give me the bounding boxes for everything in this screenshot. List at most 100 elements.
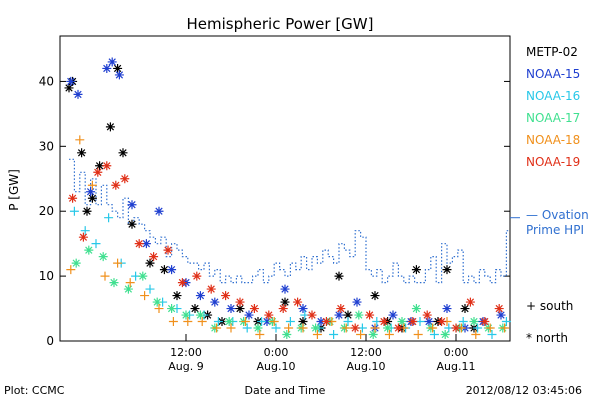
data-point: [343, 310, 353, 320]
data-point: [411, 265, 421, 275]
y-tick-label: 30: [39, 139, 54, 153]
data-point: [411, 304, 421, 314]
data-point: [262, 317, 272, 327]
data-point: [487, 330, 497, 340]
data-point: [140, 291, 150, 301]
data-point: [460, 304, 470, 314]
data-point: [501, 317, 511, 327]
data-point: [280, 284, 290, 294]
data-point: [64, 83, 74, 93]
x-tick-label-time: 0:00: [444, 346, 469, 359]
data-point: [127, 219, 137, 229]
data-point: [87, 193, 97, 203]
footer-timestamp: 2012/08/12 03:45:06: [466, 384, 582, 397]
y-tick-label: 0: [46, 334, 54, 348]
ovation-label: — Ovation Prime HPI: [526, 208, 589, 237]
data-point: [69, 206, 79, 216]
data-point: [154, 206, 164, 216]
data-point: [138, 271, 148, 281]
data-point: [113, 258, 123, 268]
data-point: [343, 317, 353, 327]
data-point: [206, 284, 216, 294]
data-point: [311, 323, 321, 333]
data-point: [163, 245, 173, 255]
data-point: [473, 323, 483, 333]
data-point: [365, 310, 375, 320]
data-point: [451, 323, 461, 333]
y-tick-label: 10: [39, 269, 54, 283]
ovation-label-line1: — Ovation: [526, 208, 589, 222]
legend-item-noaa-17: NOAA-17: [526, 111, 580, 125]
data-point: [298, 317, 308, 327]
data-point: [370, 323, 380, 333]
data-point: [354, 310, 364, 320]
data-point: [388, 310, 398, 320]
data-point: [429, 330, 439, 340]
data-point: [195, 310, 205, 320]
data-point: [105, 122, 115, 132]
legend-item-noaa-18: NOAA-18: [526, 133, 580, 147]
plot-frame: [59, 35, 511, 342]
data-point: [235, 304, 245, 314]
data-point: [341, 323, 351, 333]
data-point: [168, 317, 178, 327]
data-point: [212, 323, 222, 333]
data-point: [197, 317, 207, 327]
data-point: [177, 278, 187, 288]
data-point: [255, 330, 265, 340]
data-point: [480, 317, 490, 327]
data-point: [437, 317, 447, 327]
data-point: [428, 323, 438, 333]
data-point: [154, 304, 164, 314]
data-point: [91, 239, 101, 249]
marker-legend-south: + south: [526, 299, 573, 313]
footer-plot-source: Plot: CCMC: [4, 384, 65, 397]
series-metp-02-north: [64, 63, 479, 333]
data-point: [465, 297, 475, 307]
data-point: [278, 304, 288, 314]
data-point: [334, 310, 344, 320]
x-tick-label-date: Aug.10: [257, 360, 296, 373]
data-point: [159, 265, 169, 275]
data-point: [86, 187, 96, 197]
data-point: [77, 148, 87, 158]
series-noaa-15-north: [66, 57, 506, 333]
data-point: [78, 232, 88, 242]
data-point: [107, 57, 117, 67]
data-point: [235, 297, 245, 307]
data-point: [226, 323, 236, 333]
data-point: [98, 252, 108, 262]
data-point: [471, 330, 481, 340]
marker-legend-north: * north: [526, 331, 568, 345]
x-tick-label-date: Aug.11: [437, 360, 476, 373]
ovation-hpi-line: [69, 158, 520, 284]
series-noaa-19-north: [68, 161, 504, 333]
data-point: [145, 284, 155, 294]
data-point: [113, 63, 123, 73]
data-point: [458, 317, 468, 327]
data-point: [118, 148, 128, 158]
data-point: [442, 265, 452, 275]
data-point: [494, 304, 504, 314]
data-point: [190, 304, 200, 314]
data-point: [109, 278, 119, 288]
data-point: [368, 330, 378, 340]
data-point: [181, 310, 191, 320]
data-point: [334, 271, 344, 281]
data-point: [284, 323, 294, 333]
data-point: [66, 76, 76, 86]
data-point: [104, 213, 114, 223]
data-point: [141, 239, 151, 249]
data-point: [293, 297, 303, 307]
data-point: [167, 265, 177, 275]
y-tick-label: 40: [39, 74, 54, 88]
data-point: [298, 304, 308, 314]
data-point: [183, 317, 193, 327]
data-point: [383, 323, 393, 333]
legend-item-noaa-16: NOAA-16: [526, 89, 580, 103]
data-point: [440, 330, 450, 340]
data-point: [125, 278, 135, 288]
data-point: [307, 310, 317, 320]
